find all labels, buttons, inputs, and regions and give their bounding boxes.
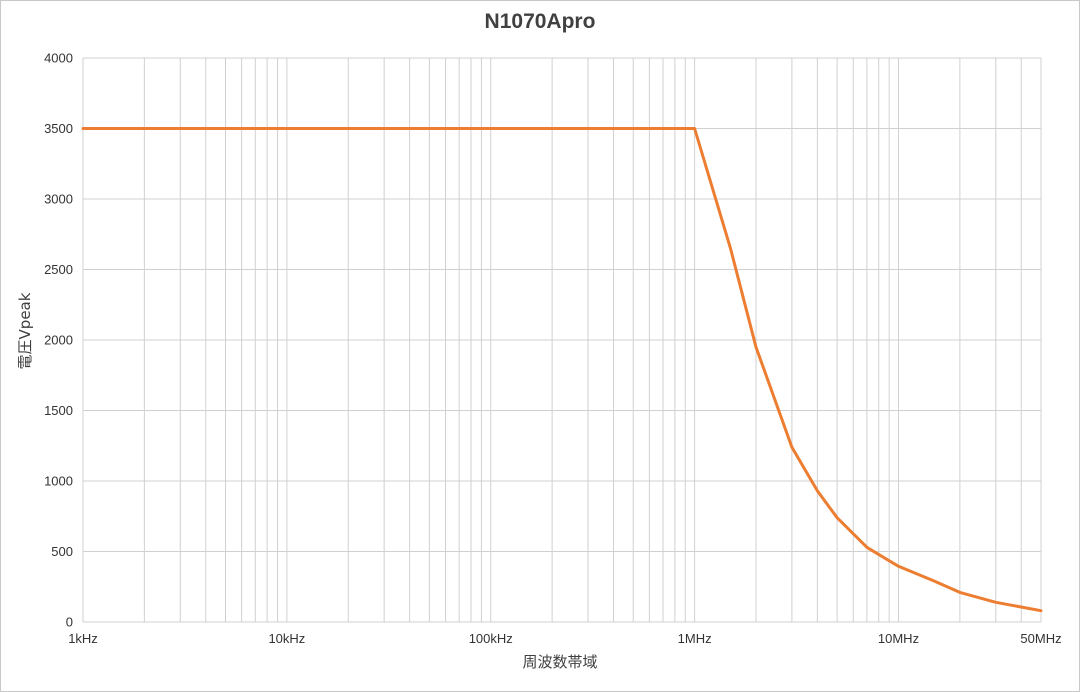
y-tick-label: 0 <box>66 615 73 630</box>
y-tick-label: 3000 <box>44 192 73 207</box>
x-tick-label: 10MHz <box>878 631 919 646</box>
x-tick-label: 50MHz <box>1020 631 1061 646</box>
chart-title: N1070Apro <box>484 10 596 33</box>
y-tick-labels: 0 500 1000 1500 2000 2500 3000 3500 4000 <box>44 51 73 630</box>
y-tick-label: 2000 <box>44 333 73 348</box>
series-group <box>81 127 1043 613</box>
x-tick-label: 1MHz <box>678 631 712 646</box>
y-tick-label: 1500 <box>44 403 73 418</box>
x-tick-labels: 1kHz 10kHz 100kHz 1MHz 10MHz 50MHz <box>68 631 1061 646</box>
x-tick-label: 10kHz <box>268 631 305 646</box>
y-tick-label: 3500 <box>44 121 73 136</box>
y-tick-label: 500 <box>51 544 73 559</box>
x-tick-label: 100kHz <box>469 631 513 646</box>
y-tick-label: 1000 <box>44 474 73 489</box>
x-tick-label: 1kHz <box>68 631 98 646</box>
grid <box>82 57 1042 623</box>
x-axis-label: 周波数帯域 <box>522 653 598 671</box>
y-tick-label: 2500 <box>44 262 73 277</box>
y-tick-label: 4000 <box>44 51 73 66</box>
series-line <box>81 127 1043 613</box>
